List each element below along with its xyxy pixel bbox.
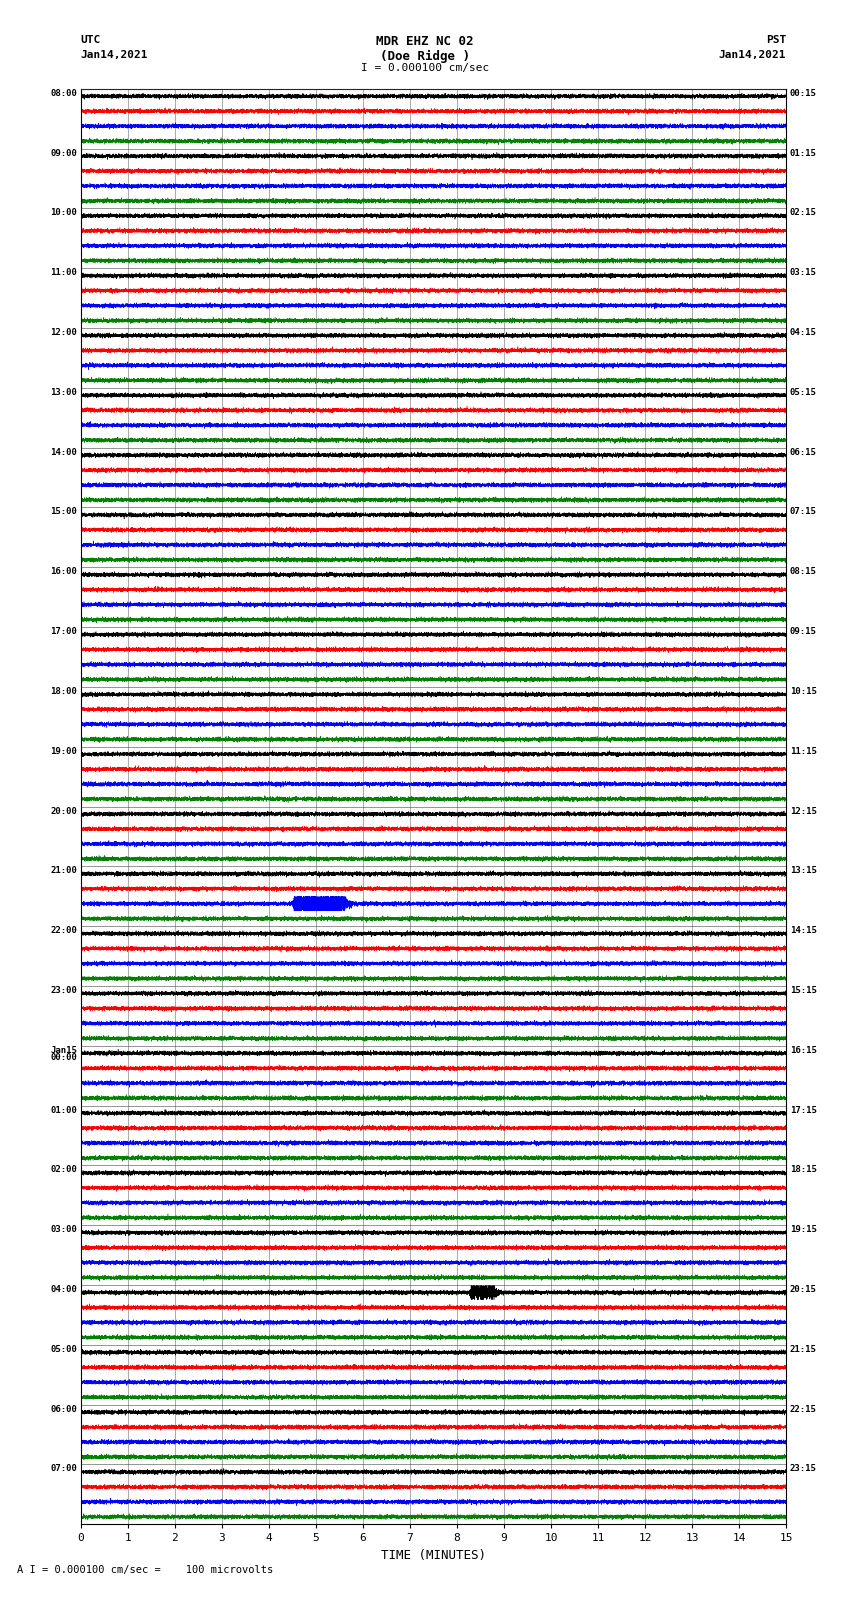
Text: 09:15: 09:15 [790,627,817,636]
Text: 01:00: 01:00 [50,1105,77,1115]
Text: 23:00: 23:00 [50,986,77,995]
Text: 00:00: 00:00 [50,1053,77,1063]
Text: 23:15: 23:15 [790,1465,817,1473]
Text: I = 0.000100 cm/sec: I = 0.000100 cm/sec [361,63,489,73]
Text: 17:00: 17:00 [50,627,77,636]
Text: 15:00: 15:00 [50,508,77,516]
Text: 20:00: 20:00 [50,806,77,816]
Text: 03:00: 03:00 [50,1226,77,1234]
Text: 12:15: 12:15 [790,806,817,816]
Text: 14:15: 14:15 [790,926,817,936]
Text: 21:00: 21:00 [50,866,77,876]
Text: 17:15: 17:15 [790,1105,817,1115]
Text: 06:15: 06:15 [790,448,817,456]
Text: 04:15: 04:15 [790,327,817,337]
Text: UTC: UTC [81,35,101,45]
Text: 10:15: 10:15 [790,687,817,695]
Text: 21:15: 21:15 [790,1345,817,1353]
Text: 15:15: 15:15 [790,986,817,995]
Text: 06:00: 06:00 [50,1405,77,1413]
Text: 00:15: 00:15 [790,89,817,98]
Text: Jan14,2021: Jan14,2021 [719,50,786,60]
Text: A I = 0.000100 cm/sec =    100 microvolts: A I = 0.000100 cm/sec = 100 microvolts [17,1565,273,1574]
Text: Jan15: Jan15 [50,1045,77,1055]
Text: 02:00: 02:00 [50,1165,77,1174]
Text: 12:00: 12:00 [50,327,77,337]
Text: 01:15: 01:15 [790,148,817,158]
Text: 22:00: 22:00 [50,926,77,936]
Text: 09:00: 09:00 [50,148,77,158]
Text: 19:00: 19:00 [50,747,77,755]
Text: 05:00: 05:00 [50,1345,77,1353]
Text: 02:15: 02:15 [790,208,817,218]
Text: 13:15: 13:15 [790,866,817,876]
Text: 16:00: 16:00 [50,568,77,576]
Text: Jan14,2021: Jan14,2021 [81,50,148,60]
Text: 19:15: 19:15 [790,1226,817,1234]
Text: 18:15: 18:15 [790,1165,817,1174]
Text: PST: PST [766,35,786,45]
Text: 10:00: 10:00 [50,208,77,218]
Text: 14:00: 14:00 [50,448,77,456]
Text: MDR EHZ NC 02: MDR EHZ NC 02 [377,35,473,48]
Text: 08:15: 08:15 [790,568,817,576]
Text: 08:00: 08:00 [50,89,77,98]
Text: 18:00: 18:00 [50,687,77,695]
Text: 03:15: 03:15 [790,268,817,277]
Text: 11:15: 11:15 [790,747,817,755]
Text: 20:15: 20:15 [790,1286,817,1294]
Text: 07:15: 07:15 [790,508,817,516]
Text: 22:15: 22:15 [790,1405,817,1413]
Text: 16:15: 16:15 [790,1045,817,1055]
Text: 05:15: 05:15 [790,387,817,397]
Text: (Doe Ridge ): (Doe Ridge ) [380,50,470,63]
X-axis label: TIME (MINUTES): TIME (MINUTES) [381,1548,486,1561]
Text: 13:00: 13:00 [50,387,77,397]
Text: 11:00: 11:00 [50,268,77,277]
Text: 07:00: 07:00 [50,1465,77,1473]
Text: 04:00: 04:00 [50,1286,77,1294]
